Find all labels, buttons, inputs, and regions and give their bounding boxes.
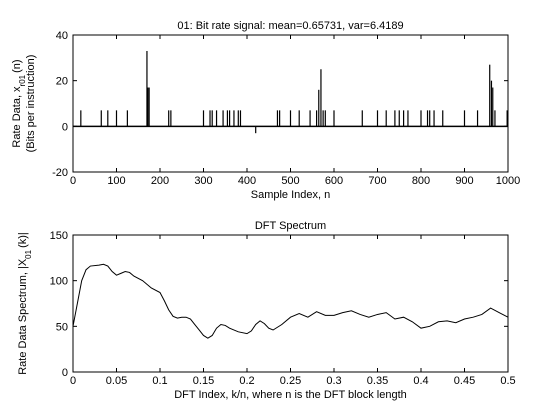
x-tick-label: 300 — [194, 175, 212, 187]
chart-title: 01: Bit rate signal: mean=0.65731, var=6… — [177, 20, 403, 32]
x-tick-label: 800 — [412, 175, 430, 187]
y-tick-label: 40 — [56, 30, 68, 42]
x-tick-label: 0.05 — [106, 375, 127, 387]
y-tick-label: 50 — [56, 321, 68, 333]
y-axis-label-sub: 01 — [24, 249, 33, 258]
plot-area — [72, 34, 509, 173]
x-tick-label: 100 — [107, 175, 125, 187]
x-tick-label: 0.4 — [413, 375, 428, 387]
x-tick-label: 0.45 — [454, 375, 475, 387]
data-line — [72, 263, 509, 339]
y-axis-label: Rate Data Spectrum, |X01(k)| — [17, 232, 33, 375]
plot-area — [72, 234, 509, 373]
x-tick-label: 1000 — [496, 175, 520, 187]
y-axis-label-text: Rate Data Spectrum, |X — [17, 258, 29, 375]
x-tick-label: 500 — [281, 175, 299, 187]
x-tick-label: 400 — [238, 175, 256, 187]
y-axis-label-after: (k)| — [17, 232, 29, 248]
y-tick-label: 100 — [50, 276, 68, 288]
y-axis-label: Rate Data, xr01 (n) — [11, 59, 27, 147]
x-axis-label: Sample Index, n — [251, 189, 331, 201]
y-tick-label: 20 — [56, 76, 68, 88]
x-tick-label: 0 — [70, 175, 76, 187]
x-tick-label: 900 — [455, 175, 473, 187]
y-tick-label: -20 — [52, 167, 68, 179]
chart-title: DFT Spectrum — [255, 220, 326, 232]
x-tick-label: 600 — [325, 175, 343, 187]
y-tick-label: 150 — [50, 230, 68, 242]
x-tick-label: 0.15 — [193, 375, 214, 387]
x-tick-label: 0.3 — [326, 375, 341, 387]
x-tick-label: 0.1 — [152, 375, 167, 387]
y-axis-label: (Bits per instruction) — [25, 55, 37, 153]
x-axis-label: DFT Index, k/n, where n is the DFT block… — [174, 389, 407, 401]
y-tick-label: 0 — [62, 367, 68, 379]
x-tick-label: 0.25 — [280, 375, 301, 387]
y-axis-label-after: (n) — [11, 59, 23, 72]
x-tick-label: 200 — [151, 175, 169, 187]
y-tick-label: 0 — [62, 121, 68, 133]
x-tick-label: 0 — [70, 375, 76, 387]
x-tick-label: 0.35 — [367, 375, 388, 387]
x-tick-label: 700 — [368, 175, 386, 187]
y-axis-label-text: Rate Data, x — [11, 86, 23, 148]
x-tick-label: 0.5 — [500, 375, 515, 387]
y-axis-label-sub: r01 — [18, 74, 27, 86]
x-tick-label: 0.2 — [239, 375, 254, 387]
